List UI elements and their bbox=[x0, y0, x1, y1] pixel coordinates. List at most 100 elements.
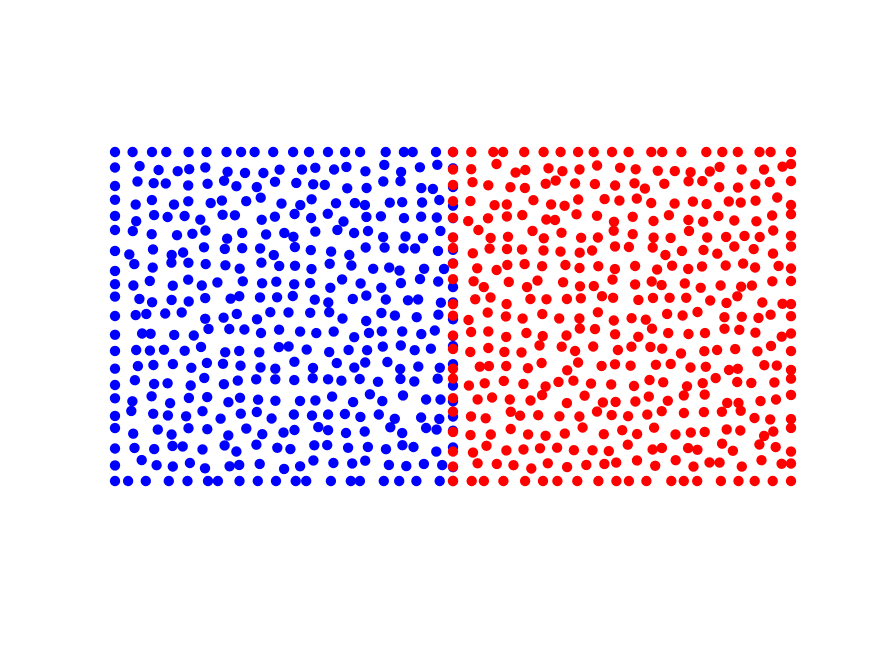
scatter-point bbox=[109, 443, 121, 454]
scatter-point bbox=[609, 359, 621, 370]
scatter-point bbox=[272, 442, 283, 453]
scatter-point bbox=[145, 328, 156, 339]
scatter-point bbox=[785, 328, 797, 339]
scatter-point bbox=[349, 362, 360, 373]
scatter-point bbox=[166, 429, 177, 440]
scatter-point bbox=[152, 424, 163, 435]
scatter-point bbox=[306, 194, 317, 205]
scatter-point bbox=[612, 344, 624, 356]
scatter-point bbox=[287, 146, 299, 158]
scatter-point bbox=[598, 429, 609, 440]
scatter-point bbox=[662, 395, 673, 406]
scatter-point bbox=[294, 326, 306, 337]
scatter-point bbox=[289, 374, 300, 386]
scatter-point bbox=[447, 343, 459, 355]
scatter-point bbox=[375, 211, 387, 222]
scatter-point bbox=[486, 392, 498, 403]
scatter-point bbox=[785, 263, 797, 274]
scatter-point bbox=[768, 225, 779, 236]
scatter-point bbox=[467, 248, 478, 259]
scatter-point bbox=[773, 260, 784, 272]
scatter-point bbox=[322, 146, 334, 158]
scatter-point bbox=[435, 225, 446, 237]
scatter-point bbox=[554, 313, 565, 324]
scatter-point bbox=[235, 146, 247, 158]
scatter-point bbox=[385, 422, 396, 433]
scatter-point bbox=[256, 257, 267, 268]
scatter-point bbox=[656, 406, 667, 417]
scatter-point bbox=[109, 345, 121, 357]
scatter-point bbox=[266, 413, 277, 424]
scatter-point bbox=[431, 424, 442, 435]
scatter-point bbox=[749, 475, 760, 487]
scatter-point bbox=[561, 293, 573, 305]
scatter-point bbox=[197, 406, 208, 417]
scatter-point bbox=[631, 193, 642, 204]
scatter-point bbox=[202, 178, 213, 189]
scatter-point bbox=[575, 293, 586, 304]
scatter-point bbox=[310, 162, 321, 173]
scatter-point bbox=[710, 372, 721, 384]
scatter-point bbox=[609, 263, 621, 275]
scatter-point bbox=[574, 411, 585, 422]
scatter-point bbox=[473, 224, 484, 236]
scatter-point bbox=[732, 291, 743, 302]
scatter-point bbox=[677, 310, 688, 321]
scatter-point bbox=[777, 298, 788, 309]
scatter-point bbox=[746, 377, 757, 389]
scatter-point bbox=[183, 274, 194, 285]
scatter-point bbox=[342, 442, 354, 453]
scatter-point bbox=[270, 475, 282, 487]
scatter-point bbox=[696, 261, 708, 272]
scatter-point bbox=[622, 411, 634, 422]
scatter-point bbox=[591, 160, 603, 171]
scatter-point bbox=[541, 294, 552, 305]
scatter-point bbox=[610, 396, 621, 408]
scatter-point bbox=[420, 394, 432, 405]
scatter-point bbox=[309, 294, 320, 305]
scatter-point bbox=[402, 295, 414, 306]
scatter-point bbox=[126, 405, 137, 417]
scatter-point bbox=[160, 178, 171, 189]
scatter-point bbox=[785, 345, 797, 357]
scatter-point bbox=[497, 146, 509, 158]
scatter-point bbox=[182, 475, 193, 487]
scatter-point bbox=[252, 394, 264, 405]
scatter-point bbox=[132, 176, 143, 187]
scatter-point bbox=[720, 231, 732, 243]
scatter-point bbox=[221, 146, 232, 158]
scatter-point bbox=[528, 195, 539, 206]
scatter-point bbox=[234, 392, 246, 403]
scatter-point bbox=[325, 475, 337, 487]
scatter-point bbox=[749, 262, 761, 273]
scatter-point bbox=[283, 307, 294, 318]
scatter-point bbox=[359, 199, 371, 211]
scatter-point bbox=[310, 395, 321, 406]
scatter-point bbox=[322, 409, 334, 420]
scatter-point bbox=[231, 181, 242, 192]
scatter-point bbox=[278, 463, 290, 475]
scatter-point bbox=[681, 292, 692, 303]
scatter-point bbox=[363, 327, 375, 339]
scatter-point bbox=[241, 423, 252, 434]
scatter-point bbox=[414, 273, 426, 285]
scatter-point bbox=[319, 179, 330, 191]
scatter-point bbox=[361, 182, 372, 194]
scatter-point bbox=[376, 307, 387, 319]
scatter-point bbox=[687, 196, 699, 207]
scatter-point bbox=[304, 277, 316, 289]
scatter-point bbox=[483, 180, 494, 191]
scatter-point bbox=[540, 430, 551, 441]
scatter-point bbox=[592, 232, 604, 243]
scatter-point bbox=[252, 475, 263, 487]
scatter-point bbox=[433, 309, 444, 320]
scatter-point bbox=[146, 194, 158, 206]
scatter-point bbox=[750, 327, 761, 338]
scatter-point bbox=[349, 197, 361, 209]
scatter-point bbox=[663, 327, 674, 339]
scatter-point bbox=[146, 229, 157, 240]
scatter-point bbox=[588, 280, 599, 292]
scatter-point bbox=[285, 443, 296, 455]
scatter-point bbox=[713, 210, 724, 222]
scatter-point bbox=[640, 314, 651, 325]
